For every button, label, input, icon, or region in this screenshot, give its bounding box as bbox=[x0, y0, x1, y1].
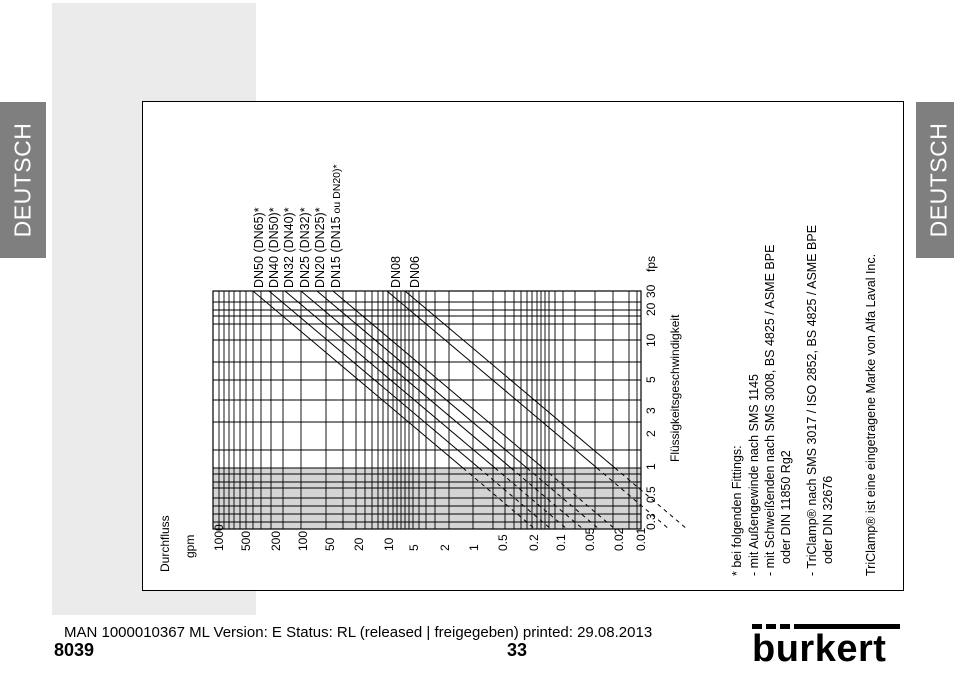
language-tab-right: DEUTSCH bbox=[916, 102, 954, 258]
fittings-item-1: - mit Außengewinde nach SMS 1145 bbox=[747, 374, 761, 576]
grid-line bbox=[300, 290, 512, 469]
velocity-tick-label: 10 bbox=[644, 333, 658, 347]
pipe-label-dn15-alt: ou DN20)* bbox=[331, 164, 343, 213]
nomogram-grid bbox=[212, 290, 688, 530]
flow-tick-label: 0.2 bbox=[527, 534, 541, 551]
language-tab-label: DEUTSCH bbox=[9, 122, 36, 238]
flow-tick-label: 5 bbox=[407, 544, 421, 551]
logo-wordmark: burkert bbox=[752, 628, 887, 670]
flow-tick-label: 0.05 bbox=[583, 527, 597, 551]
shaded-zone bbox=[213, 468, 641, 529]
flow-tick-label: 0.02 bbox=[612, 527, 626, 551]
logo-bar bbox=[794, 624, 900, 629]
pipe-label-dn20: DN20 (DN25)* bbox=[313, 207, 327, 288]
grid-line bbox=[252, 290, 464, 469]
velocity-tick-label: 5 bbox=[644, 376, 658, 383]
grid-line bbox=[284, 290, 496, 469]
logo-bar bbox=[752, 624, 762, 629]
velocity-tick-label: 0.3 bbox=[644, 513, 658, 530]
velocity-tick-label: 20 bbox=[644, 302, 658, 316]
language-tab-label: DEUTSCH bbox=[925, 122, 952, 238]
page-number: 33 bbox=[507, 640, 528, 660]
trademark-note: TriClamp® ist eine eingetragene Marke vo… bbox=[864, 254, 878, 576]
pipe-label-dn40: DN40 (DN50)* bbox=[267, 207, 281, 288]
flow-tick-label: 500 bbox=[239, 531, 253, 551]
model-number: 8039 bbox=[54, 640, 95, 660]
flow-tick-label: 50 bbox=[323, 537, 337, 551]
grid-line bbox=[268, 290, 480, 469]
fittings-item-3-cont: oder DIN 32676 bbox=[821, 476, 835, 564]
flow-tick-label: 200 bbox=[269, 531, 283, 551]
flow-tick-label: 10 bbox=[382, 537, 396, 551]
velocity-tick-label: 0.5 bbox=[644, 486, 658, 503]
pipe-label-dn15-main: DN15 (DN15 bbox=[329, 216, 343, 288]
velocity-label: Flüssigkeitsgeschwindigkeit bbox=[668, 314, 682, 462]
pipe-label-dn06: DN06 bbox=[408, 256, 422, 288]
grid-line bbox=[316, 290, 528, 469]
document-status-line: MAN 1000010367 ML Version: E Status: RL … bbox=[64, 624, 653, 641]
pipe-label-dn08: DN08 bbox=[389, 256, 403, 288]
pipe-label-dn15: DN15 (DN15 ou DN20)* bbox=[329, 164, 343, 288]
flow-tick-label: 1000 bbox=[212, 524, 226, 551]
logo-bar bbox=[766, 624, 776, 629]
fittings-heading: * bei folgenden Fittings: bbox=[730, 445, 744, 576]
fittings-item-3: - TriClamp® nach SMS 3017 / ISO 2852, BS… bbox=[805, 225, 819, 576]
flow-tick-label: 2 bbox=[438, 544, 452, 551]
grid-line bbox=[404, 290, 616, 469]
velocity-tick-label: 2 bbox=[644, 430, 658, 437]
language-tab-left: DEUTSCH bbox=[0, 102, 46, 258]
flow-diagram: Durchfluss gpm 1000 500 200 100 50 20 10 5 2 1 0.5… bbox=[158, 164, 878, 576]
grid-line bbox=[386, 290, 598, 469]
flow-unit: gpm bbox=[183, 535, 197, 558]
flow-tick-label: 0.01 bbox=[634, 527, 648, 551]
grid-line bbox=[332, 290, 544, 469]
flow-tick-label: 1 bbox=[467, 544, 481, 551]
velocity-unit: fps bbox=[644, 256, 658, 272]
logo-bar bbox=[780, 624, 790, 629]
fittings-item-2: - mit Schweißenden nach SMS 3008, BS 482… bbox=[763, 245, 777, 576]
flow-diagram-frame: Durchfluss gpm 1000 500 200 100 50 20 10 5 2 1 0.5… bbox=[142, 101, 904, 591]
flow-tick-label: 20 bbox=[352, 537, 366, 551]
burkert-logo: burkert bbox=[752, 622, 904, 668]
velocity-tick-label: 30 bbox=[644, 284, 658, 298]
flow-title: Durchfluss bbox=[158, 515, 172, 572]
velocity-tick-label: 3 bbox=[644, 407, 658, 414]
fittings-item-2-cont: oder DIN 11850 Rg2 bbox=[779, 450, 793, 564]
flow-tick-label: 100 bbox=[296, 531, 310, 551]
velocity-tick-label: 1 bbox=[644, 463, 658, 470]
pipe-label-dn50: DN50 (DN65)* bbox=[252, 207, 266, 288]
pipe-label-dn25: DN25 (DN32)* bbox=[298, 207, 312, 288]
flow-tick-label: 0.1 bbox=[554, 534, 568, 551]
pipe-label-dn32: DN32 (DN40)* bbox=[282, 207, 296, 288]
flow-tick-label: 0.5 bbox=[496, 534, 510, 551]
